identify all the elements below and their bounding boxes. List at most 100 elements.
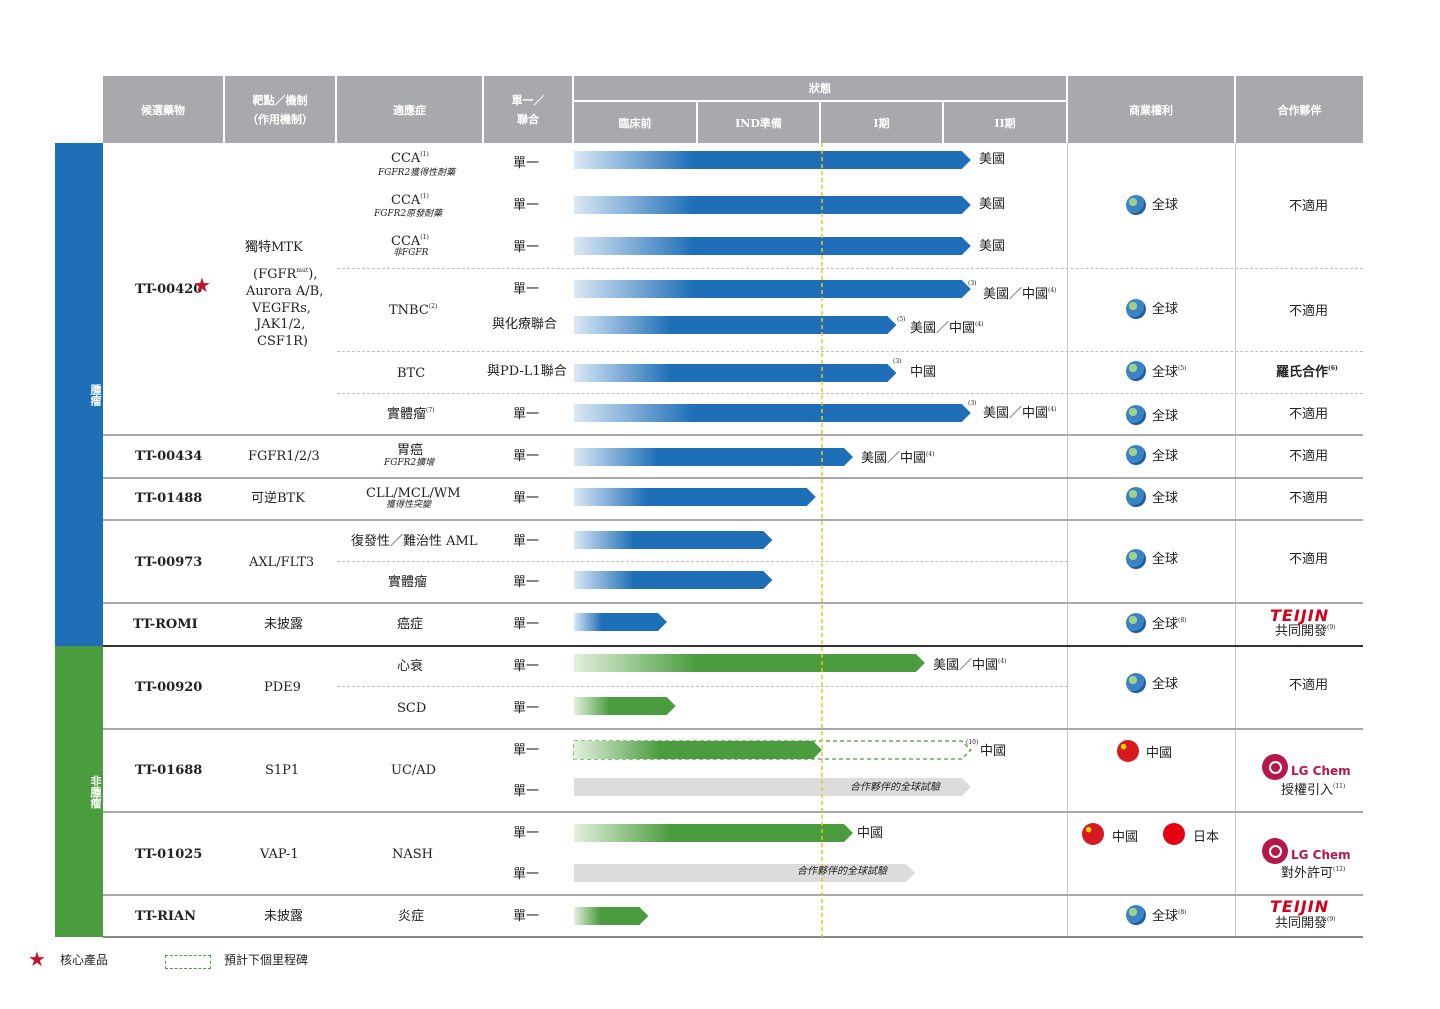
header-rights: 商業權利 xyxy=(1068,76,1236,143)
stage-label-phase2: II期 xyxy=(994,116,1016,130)
indication-r11: 實體瘤 xyxy=(388,575,428,590)
mode-r16: 單一 xyxy=(513,784,540,799)
target-tt-rian: 未披露 xyxy=(264,909,304,924)
progress-bar-5 xyxy=(574,316,897,334)
progress-bar-1 xyxy=(574,151,971,169)
progress-bar-16 xyxy=(574,778,971,796)
mode-r10: 單一 xyxy=(513,534,540,549)
indication-r3: CCA(1) xyxy=(391,234,429,249)
progress-bar-4 xyxy=(574,280,971,298)
target-tt-00420-line1: 獨特MTK xyxy=(245,240,303,255)
target-tt-01025: VAP-1 xyxy=(260,847,299,862)
target-tt-01488: 可逆BTK xyxy=(251,491,305,506)
target-tt-00420-line2: (FGFRmut), xyxy=(253,267,318,282)
progress-bar-10 xyxy=(574,531,773,549)
indication-r12: 癌症 xyxy=(397,617,424,632)
rights-g10: 中國 xyxy=(1146,746,1173,761)
progress-bar-9 xyxy=(574,488,816,506)
partner-p9: 不適用 xyxy=(1289,678,1329,693)
row-sep-3 xyxy=(103,519,1363,521)
note-r15: (10) xyxy=(966,739,979,746)
partner-p3-text: 羅氏合作 xyxy=(1276,365,1329,380)
legend-core: 核心產品 xyxy=(60,953,109,967)
candidate-tt-rian: TT-RIAN xyxy=(135,909,196,924)
target-tt-00973: AXL/FLT3 xyxy=(249,555,315,570)
progress-bar-2 xyxy=(574,196,971,214)
header-indication: 適應症 xyxy=(337,76,484,143)
rights-g8-text: 全球 xyxy=(1152,617,1179,632)
teijin-logo: TEIJIN xyxy=(1270,606,1330,625)
dash-sep-2 xyxy=(337,351,1363,352)
core-product-star-icon: ★ xyxy=(193,273,211,297)
header-mode-label2: 聯合 xyxy=(517,113,539,126)
indication-r8-sub: FGFR2擴增 xyxy=(384,458,435,468)
rights-g12: 全球(8) xyxy=(1152,910,1187,924)
candidate-tt-00973: TT-00973 xyxy=(135,555,203,570)
non-oncology-label: 非腫瘤 xyxy=(89,775,102,808)
indication-r1-sup: (1) xyxy=(420,151,429,158)
partner-p10-sup: (11) xyxy=(1333,783,1346,790)
indication-r4-sup: (2) xyxy=(428,303,438,310)
header-mode: 單一／ 聯合 xyxy=(484,76,574,143)
rights-g7: 全球 xyxy=(1152,552,1179,567)
partner-p10: 授權引入(11) xyxy=(1281,783,1346,798)
region-r13-sup: (4) xyxy=(998,658,1007,665)
region-r4: 美國／中國(4) xyxy=(983,287,1057,302)
progress-bar-14 xyxy=(574,697,676,715)
partner-p8-text: 共同開發 xyxy=(1275,624,1328,639)
rights-g2: 全球 xyxy=(1152,302,1179,317)
indication-r3-sub: 非FGFR xyxy=(393,248,429,258)
progress-bar-7 xyxy=(574,404,971,422)
header-stage-ind: IND準備 xyxy=(698,102,821,143)
oncology-sidebar: 腫瘤 xyxy=(55,143,103,646)
progress-bar-19 xyxy=(574,907,649,925)
indication-r2-sup: (1) xyxy=(420,193,429,200)
region-r13-text: 美國／中國 xyxy=(933,658,999,673)
row-sep-6 xyxy=(103,728,1363,730)
region-r8-sup: (4) xyxy=(926,451,935,458)
progress-bar-8 xyxy=(574,448,853,466)
lg-chem-logo-icon xyxy=(1262,838,1288,864)
indication-r10: 復發性／難治性 AML xyxy=(351,534,478,549)
china-flag-icon xyxy=(1082,823,1104,845)
rights-g4: 全球 xyxy=(1152,409,1179,424)
candidate-tt-romi: TT-ROMI xyxy=(133,617,198,632)
mode-r5: 與化療聯合 xyxy=(492,317,558,332)
stage-label-phase1: I期 xyxy=(873,116,890,130)
mode-r9: 單一 xyxy=(513,491,540,506)
globe-icon xyxy=(1126,613,1146,633)
stage-label-preclinical: 臨床前 xyxy=(618,116,652,130)
row-sep-8 xyxy=(103,894,1363,896)
target-fgfr-tail: ), xyxy=(308,267,318,282)
indication-r1: CCA(1) xyxy=(391,151,429,166)
target-fgfr: (FGFR xyxy=(253,267,297,282)
region-r2: 美國 xyxy=(979,197,1006,212)
indication-r9-sub: 獲得性突變 xyxy=(386,500,432,510)
globe-icon xyxy=(1126,549,1146,569)
mode-r1: 單一 xyxy=(513,156,540,171)
globe-icon xyxy=(1126,195,1146,215)
mode-r4: 單一 xyxy=(513,282,540,297)
target-tt-00420-line5: JAK1/2, xyxy=(256,317,306,332)
dash-sep-3 xyxy=(337,393,1363,394)
note-r6: (3) xyxy=(893,358,902,365)
partner-p12-sup: (9) xyxy=(1327,916,1336,923)
candidate-tt-01025: TT-01025 xyxy=(135,847,203,862)
row-sep-2 xyxy=(103,477,1363,479)
indication-r7: 實體瘤(7) xyxy=(387,408,435,422)
rights-g8-sup: (8) xyxy=(1178,617,1187,624)
rights-g3: 全球(5) xyxy=(1152,366,1187,380)
header-partner-label: 合作夥伴 xyxy=(1277,103,1322,117)
section-sep xyxy=(103,645,1363,647)
indication-r3-sup: (1) xyxy=(420,234,429,241)
indication-r1-text: CCA xyxy=(391,151,421,166)
region-r4-sup: (4) xyxy=(1048,287,1057,294)
header-status: 狀態 xyxy=(574,76,1068,102)
rights-g11a: 中國 xyxy=(1112,830,1139,845)
stage-label-ind: IND準備 xyxy=(735,116,782,130)
partner-p5: 不適用 xyxy=(1289,449,1329,464)
target-tt-romi: 未披露 xyxy=(264,617,304,632)
indication-r6: BTC xyxy=(397,366,426,381)
partner-p11-sup: (12) xyxy=(1333,866,1346,873)
